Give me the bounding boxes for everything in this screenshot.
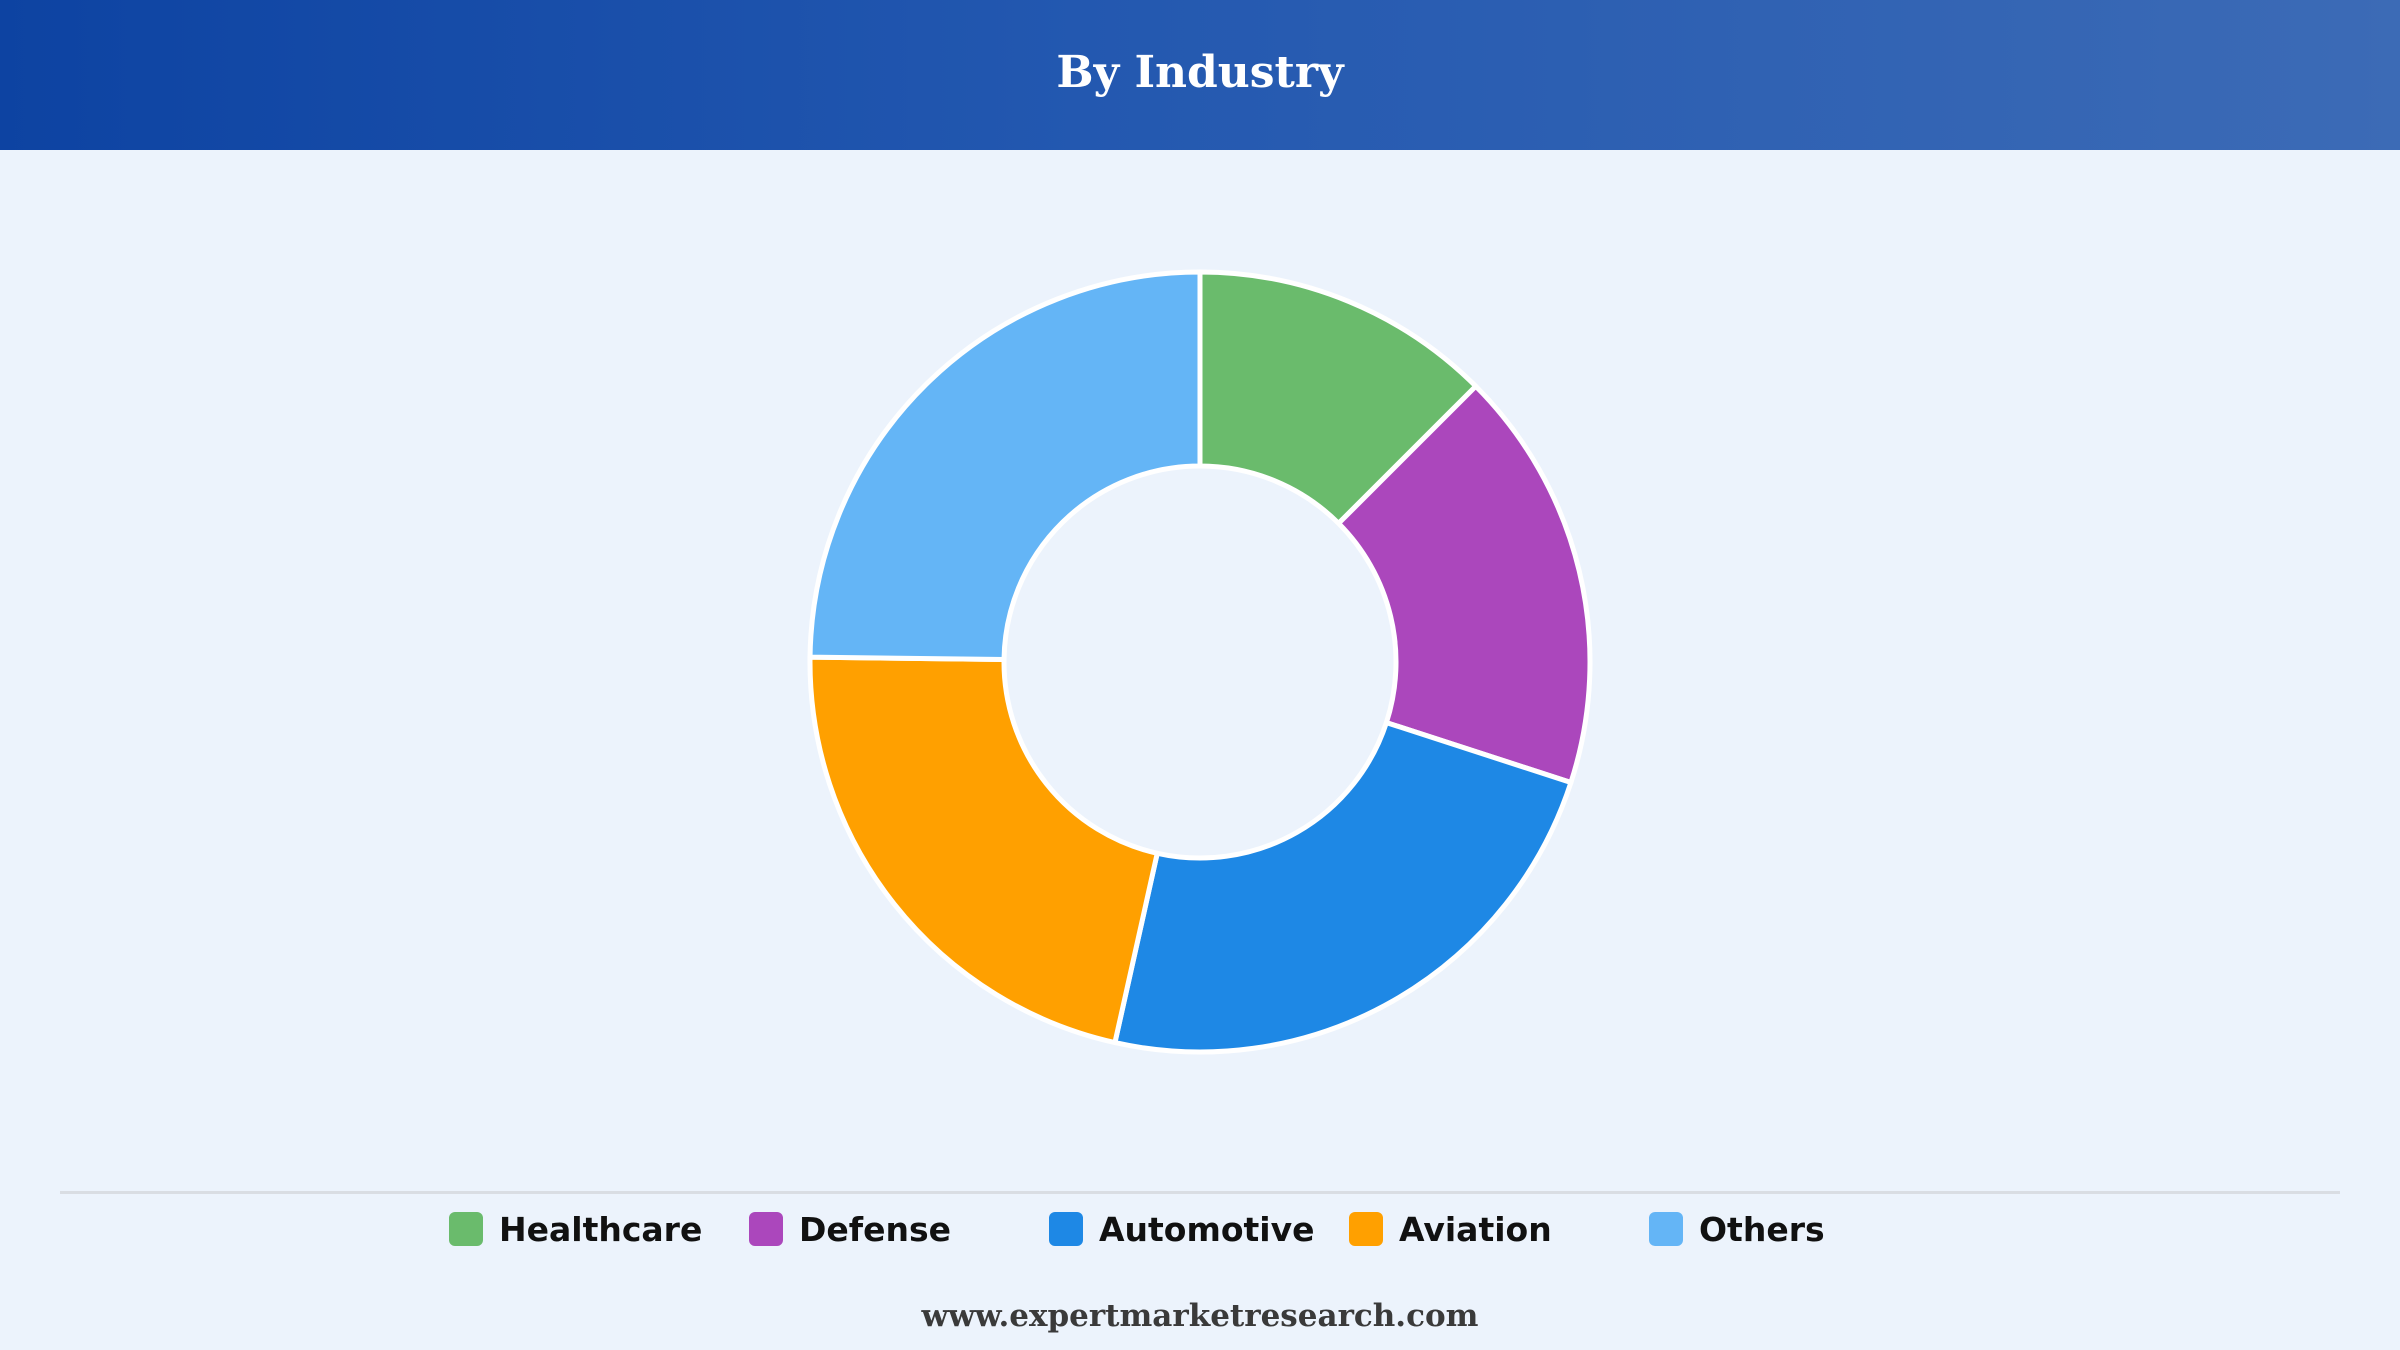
donut-slice-defense[interactable]: [1336, 383, 1593, 786]
legend-divider: [60, 1191, 2340, 1194]
source-url: www.expertmarketresearch.com: [921, 1298, 1479, 1334]
legend-label: Others: [1699, 1209, 1825, 1249]
legend-swatch: [749, 1212, 783, 1246]
donut-slice-automotive[interactable]: [1112, 720, 1574, 1055]
legend-label: Defense: [799, 1209, 952, 1249]
legend-swatch: [1049, 1212, 1083, 1246]
legend-swatch: [1649, 1212, 1683, 1246]
legend-label: Automotive: [1099, 1209, 1315, 1249]
legend-item-defense[interactable]: Defense: [749, 1207, 951, 1251]
legend-item-automotive[interactable]: Automotive: [1049, 1207, 1315, 1251]
chart-title: By Industry: [1056, 46, 1344, 98]
legend-item-aviation[interactable]: Aviation: [1349, 1207, 1552, 1251]
legend-label: Healthcare: [499, 1209, 703, 1249]
chart-legend: Healthcare Defense Automotive Aviation Other…: [0, 1207, 2400, 1251]
legend-item-healthcare[interactable]: Healthcare: [449, 1207, 702, 1251]
legend-label: Aviation: [1399, 1209, 1552, 1249]
donut-slice-aviation[interactable]: [807, 654, 1160, 1046]
legend-item-others[interactable]: Others: [1649, 1207, 1825, 1251]
legend-swatch: [449, 1212, 483, 1246]
legend-swatch: [1349, 1212, 1383, 1246]
donut-slice-others[interactable]: [807, 269, 1203, 663]
donut-slice-healthcare[interactable]: [1197, 269, 1479, 526]
header-banner: By Industry: [0, 0, 2400, 150]
